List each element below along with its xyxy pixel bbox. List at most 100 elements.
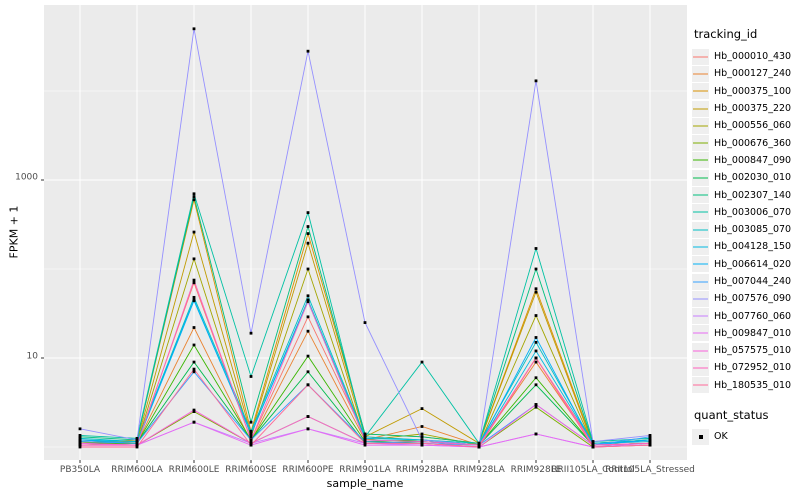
legend: tracking_id Hb_000010_430 Hb_000127_240 Hb…	[692, 27, 798, 445]
legend-line-icon	[693, 125, 708, 127]
legend-item-label: Hb_007576_090	[714, 293, 792, 305]
legend-key	[692, 256, 709, 273]
legend-line-icon	[693, 367, 708, 369]
legend-item-label: Hb_000847_090	[714, 154, 792, 166]
legend-line-icon	[693, 298, 708, 300]
x-tick-label: RRIM600PE	[282, 465, 334, 475]
legend-key	[692, 204, 709, 221]
legend-key	[692, 152, 709, 169]
legend-item: Hb_007760_060	[692, 307, 798, 325]
x-tick-label: PB350LA	[59, 465, 101, 475]
legend-line-icon	[693, 350, 708, 352]
legend-item-label: Hb_000375_220	[714, 103, 792, 115]
legend-line-icon	[693, 177, 708, 179]
legend-item: Hb_180535_010	[692, 377, 798, 394]
x-tick-label: RRIM928LA	[453, 465, 505, 475]
legend-key	[692, 83, 709, 100]
legend-item: Hb_000847_090	[692, 152, 798, 169]
legend-key	[692, 117, 709, 134]
legend-line-icon	[693, 73, 708, 75]
y-axis-title: FPKM + 1	[7, 205, 21, 259]
legend-line-icon	[693, 384, 708, 386]
legend-item: Hb_002307_140	[692, 186, 798, 204]
legend-item: Hb_072952_010	[692, 359, 798, 376]
legend-item-label: Hb_000676_360	[714, 137, 792, 149]
legend-item-label: Hb_007044_240	[714, 276, 792, 287]
legend-line-icon	[693, 159, 708, 161]
legend-line-icon	[693, 90, 708, 92]
legend-item-label: Hb_000556_060	[714, 120, 792, 132]
quant-legend-item: OK	[692, 428, 798, 445]
legend-item: Hb_009847_010	[692, 325, 798, 342]
legend-line-icon	[693, 229, 708, 231]
quant-legend-items: OK	[692, 428, 798, 445]
x-axis-title: sample_name	[326, 477, 404, 490]
legend-key	[692, 377, 709, 394]
legend-item-label: Hb_003085_070	[714, 224, 792, 236]
x-tick-label: RRIM928BA	[395, 465, 449, 475]
legend-line-icon	[693, 108, 708, 110]
legend-item: Hb_003085_070	[692, 221, 798, 238]
quant-legend-key	[692, 428, 709, 445]
x-tick-label: RRIM600SE	[225, 465, 277, 475]
legend-item-label: Hb_057575_010	[714, 345, 792, 357]
x-tick-label: RRIM928LE	[510, 465, 562, 475]
legend-item: Hb_000010_430	[692, 48, 798, 65]
quant-legend-label: OK	[714, 431, 728, 443]
legend-line-icon	[693, 332, 708, 334]
legend-item: Hb_007576_090	[692, 290, 798, 307]
legend-key	[692, 48, 709, 65]
x-tick-label: RRIM600LA	[111, 465, 163, 475]
legend-key	[692, 135, 709, 152]
x-tick-label: RRII105LA_Stressed	[605, 465, 695, 475]
legend-key	[692, 100, 709, 117]
legend-line-icon	[693, 211, 708, 213]
y-tick-label-1000: 1000	[15, 172, 38, 183]
legend-key	[692, 238, 709, 255]
legend-key	[692, 169, 709, 186]
y-tick-label-10: 10	[26, 351, 38, 362]
x-tick-label: RRII105LA_Control	[551, 465, 635, 475]
legend-item: Hb_004128_150	[692, 238, 798, 255]
legend-key	[692, 342, 709, 359]
legend-key	[692, 290, 709, 307]
legend-item-label: Hb_002030_010	[714, 172, 792, 184]
quant-legend-title: quant_status	[694, 407, 769, 422]
legend-item: Hb_006614_020	[692, 256, 798, 273]
legend-item-label: Hb_000127_240	[714, 68, 792, 80]
legend-item-label: Hb_003006_070	[714, 206, 792, 218]
legend-item-label: Hb_000375_100	[714, 85, 792, 97]
legend-key	[692, 187, 709, 204]
legend-line-icon	[693, 263, 708, 265]
legend-item: Hb_000676_360	[692, 134, 798, 152]
series-points-Hb_072952_010	[78, 278, 652, 447]
legend-item-label: Hb_006614_020	[714, 258, 792, 270]
legend-key	[692, 221, 709, 238]
x-tick-label: RRIM600LE	[168, 465, 220, 475]
legend-line-icon	[693, 56, 708, 58]
legend-key	[692, 359, 709, 376]
legend-key	[692, 308, 709, 325]
point-square-icon	[698, 434, 703, 439]
legend-item-label: Hb_004128_150	[714, 241, 792, 253]
legend-key	[692, 325, 709, 342]
legend-line-icon	[693, 194, 708, 196]
series-points-Hb_180535_010	[78, 356, 652, 449]
legend-line-icon	[693, 281, 708, 282]
legend-item-label: Hb_009847_010	[714, 327, 792, 339]
legend-item: Hb_057575_010	[692, 342, 798, 359]
legend-item-label: Hb_002307_140	[714, 189, 792, 201]
legend-item: Hb_000127_240	[692, 65, 798, 82]
legend-title: tracking_id	[694, 27, 758, 41]
legend-item-label: Hb_000010_430	[714, 51, 792, 63]
legend-line-icon	[693, 246, 708, 248]
legend-item: Hb_000375_100	[692, 83, 798, 100]
legend-key	[692, 65, 709, 82]
legend-item: Hb_000556_060	[692, 117, 798, 134]
legend-item: Hb_003006_070	[692, 204, 798, 221]
legend-key	[692, 273, 709, 290]
legend-line-icon	[693, 315, 708, 317]
legend-items: Hb_000010_430 Hb_000127_240 Hb_000375_100 H…	[692, 48, 798, 394]
legend-item-label: Hb_072952_010	[714, 362, 792, 374]
